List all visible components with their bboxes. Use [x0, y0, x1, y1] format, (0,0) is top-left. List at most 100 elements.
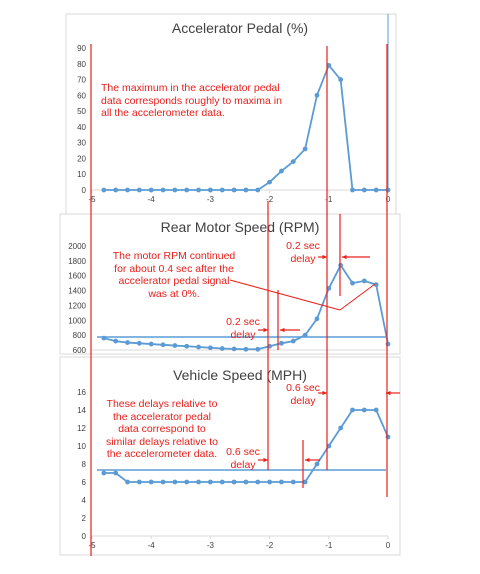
pedal-annotation: The maximum in the accelerator pedal dat… — [101, 82, 282, 120]
data-point — [373, 407, 379, 413]
x-tick-label: -3 — [207, 195, 215, 204]
y-tick-label: 16 — [77, 388, 86, 397]
data-point — [160, 187, 166, 193]
data-point — [231, 346, 237, 352]
motor-annotation-line: accelerator pedal signal — [118, 275, 230, 287]
y-tick-label: 2000 — [68, 242, 86, 251]
y-tick-label: 80 — [77, 60, 86, 69]
data-point — [243, 479, 249, 485]
data-point — [255, 479, 261, 485]
data-point — [243, 346, 249, 352]
data-point — [219, 346, 225, 351]
y-tick-label: 1000 — [68, 316, 86, 325]
delay-arrow-head — [305, 457, 310, 463]
x-tick-label: -1 — [325, 195, 333, 204]
speed-annotation-line: the accelerator pedal — [112, 410, 212, 423]
data-point — [113, 187, 119, 193]
data-point — [148, 479, 154, 485]
delay-label-low-speed: 0.6 sec delay — [222, 446, 264, 471]
data-point — [338, 425, 344, 431]
data-point — [373, 282, 379, 288]
data-point — [255, 346, 261, 352]
y-tick-label: 10 — [77, 170, 86, 179]
y-tick-label: 4 — [82, 496, 87, 505]
data-point — [125, 479, 130, 485]
motor-annotation-line: was at 0%. — [148, 287, 200, 300]
data-point — [361, 278, 367, 284]
delay-arrow-head — [386, 390, 391, 396]
data-point — [101, 470, 107, 476]
chart-title: Rear Motor Speed (RPM) — [161, 219, 320, 235]
data-point — [231, 187, 237, 193]
motor-annotation: The motor RPM continued for about 0.4 se… — [108, 250, 240, 300]
y-tick-label: 1800 — [68, 257, 86, 266]
delay-label-top-speed: 0.6 sec delay — [282, 382, 324, 407]
y-tick-label: 40 — [77, 123, 86, 132]
delay-label-top-rpm: 0.2 sec delay — [282, 240, 324, 265]
data-point — [373, 187, 379, 193]
data-point — [125, 340, 130, 345]
data-point — [208, 187, 213, 193]
y-tick-label: 14 — [77, 406, 86, 415]
data-point — [290, 159, 296, 165]
chart-panel — [59, 356, 401, 556]
pedal-annotation-line: The maximum in the accelerator pedal — [101, 82, 280, 94]
y-tick-label: 600 — [73, 346, 87, 355]
data-point — [136, 479, 142, 485]
delay-label-low-rpm: 0.2 sec delay — [222, 316, 264, 341]
delay-arrow-head — [263, 327, 268, 333]
y-tick-label: 1200 — [68, 301, 86, 310]
delay-label-line: delay — [290, 252, 316, 265]
x-tick-label: -2 — [266, 195, 274, 204]
speed-annotation-line: the accelerometer data. — [106, 448, 218, 460]
y-tick-label: 2 — [82, 514, 87, 523]
delay-arrow-head — [342, 254, 347, 260]
data-point — [243, 187, 249, 193]
data-point — [219, 187, 225, 193]
data-point — [350, 407, 355, 413]
y-tick-label: 10 — [77, 442, 86, 451]
delay-label-line: 0.6 sec — [226, 446, 260, 458]
x-tick-label: -4 — [148, 541, 156, 550]
data-point — [302, 479, 308, 485]
delay-label-line: 0.2 sec — [286, 240, 320, 252]
motor-annotation-line: The motor RPM continued — [112, 250, 236, 262]
y-tick-label: 1600 — [68, 272, 86, 281]
pedal-annotation-line: data corresponds roughly to maxima in — [101, 94, 282, 107]
pointer-line — [229, 279, 341, 311]
data-point — [290, 338, 296, 344]
data-point — [302, 146, 308, 152]
data-point — [267, 179, 272, 185]
x-tick-label: -4 — [148, 195, 156, 204]
y-tick-label: 8 — [82, 460, 87, 469]
data-point — [125, 187, 130, 193]
data-point — [279, 479, 284, 485]
data-point — [314, 92, 320, 98]
delay-arrow-head — [322, 390, 327, 396]
data-point — [350, 280, 355, 286]
data-point — [136, 187, 142, 193]
y-tick-label: 1400 — [68, 287, 86, 296]
data-point — [172, 479, 178, 485]
data-point — [219, 479, 225, 485]
data-point — [184, 343, 190, 349]
delay-label-line: delay — [290, 394, 316, 407]
delay-label-line: 0.6 sec — [286, 382, 320, 394]
chart-title: Vehicle Speed (MPH) — [173, 367, 307, 383]
y-tick-label: 0 — [82, 186, 87, 195]
data-point — [196, 479, 201, 485]
data-point — [113, 470, 119, 476]
data-point — [172, 187, 178, 193]
data-point — [314, 316, 320, 322]
delay-arrow-head — [322, 254, 327, 260]
delay-label-line: delay — [230, 328, 256, 341]
data-point — [101, 187, 107, 193]
data-point — [196, 344, 201, 350]
data-point — [338, 262, 344, 268]
delay-label-line: 0.2 sec — [226, 316, 260, 328]
chart-panel — [65, 13, 397, 217]
data-point — [113, 338, 119, 344]
delay-arrow-head — [263, 457, 268, 463]
